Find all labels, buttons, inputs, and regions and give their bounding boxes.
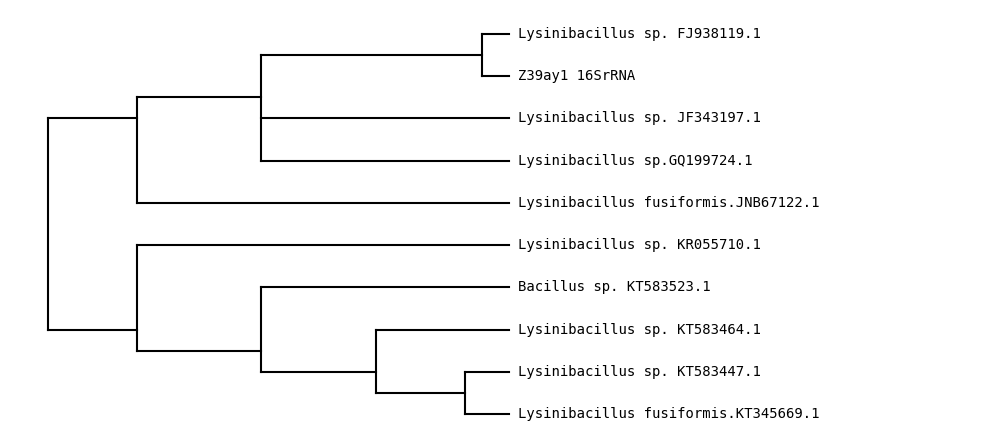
Text: Lysinibacillus fusiformis.KT345669.1: Lysinibacillus fusiformis.KT345669.1 [518, 407, 819, 421]
Text: Z39ay1 16SrRNA: Z39ay1 16SrRNA [518, 69, 635, 83]
Text: Bacillus sp. KT583523.1: Bacillus sp. KT583523.1 [518, 280, 710, 294]
Text: Lysinibacillus sp.GQ199724.1: Lysinibacillus sp.GQ199724.1 [518, 154, 752, 168]
Text: Lysinibacillus sp. KT583447.1: Lysinibacillus sp. KT583447.1 [518, 365, 761, 379]
Text: Lysinibacillus sp. KR055710.1: Lysinibacillus sp. KR055710.1 [518, 238, 761, 252]
Text: Lysinibacillus sp. KT583464.1: Lysinibacillus sp. KT583464.1 [518, 323, 761, 337]
Text: Lysinibacillus sp. JF343197.1: Lysinibacillus sp. JF343197.1 [518, 111, 761, 125]
Text: Lysinibacillus sp. FJ938119.1: Lysinibacillus sp. FJ938119.1 [518, 27, 761, 41]
Text: Lysinibacillus fusiformis.JNB67122.1: Lysinibacillus fusiformis.JNB67122.1 [518, 196, 819, 210]
